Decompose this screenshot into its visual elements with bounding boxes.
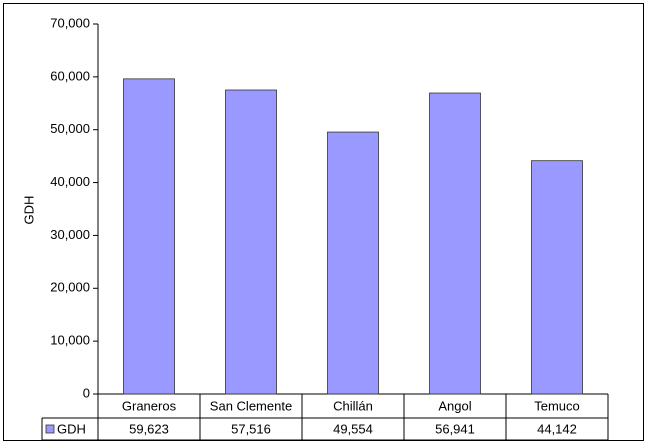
table-value: 57,516 — [231, 421, 271, 436]
y-tick-label: 70,000 — [50, 15, 90, 30]
bar — [123, 78, 175, 395]
x-tick-label: Graneros — [122, 398, 177, 413]
y-tick-label: 20,000 — [50, 280, 90, 295]
table-value: 44,142 — [537, 421, 577, 436]
legend-label: GDH — [57, 421, 86, 436]
bar — [225, 89, 277, 395]
bar — [429, 92, 481, 395]
y-tick-label: 60,000 — [50, 68, 90, 83]
bar — [531, 160, 583, 395]
y-tick-label: 50,000 — [50, 121, 90, 136]
x-tick-label: Angol — [438, 398, 471, 413]
table-value: 59,623 — [129, 421, 169, 436]
bar — [327, 131, 379, 395]
y-tick-label: 40,000 — [50, 174, 90, 189]
x-tick-label: San Clemente — [210, 398, 292, 413]
y-tick-label: 10,000 — [50, 333, 90, 348]
x-tick-label: Chillán — [333, 398, 373, 413]
table-value: 56,941 — [435, 421, 475, 436]
y-tick-label: 0 — [83, 385, 90, 400]
x-tick-label: Temuco — [534, 398, 580, 413]
y-tick-label: 30,000 — [50, 227, 90, 242]
table-value: 49,554 — [333, 421, 373, 436]
legend-key — [45, 424, 55, 434]
y-axis-label: GDH — [21, 196, 36, 225]
